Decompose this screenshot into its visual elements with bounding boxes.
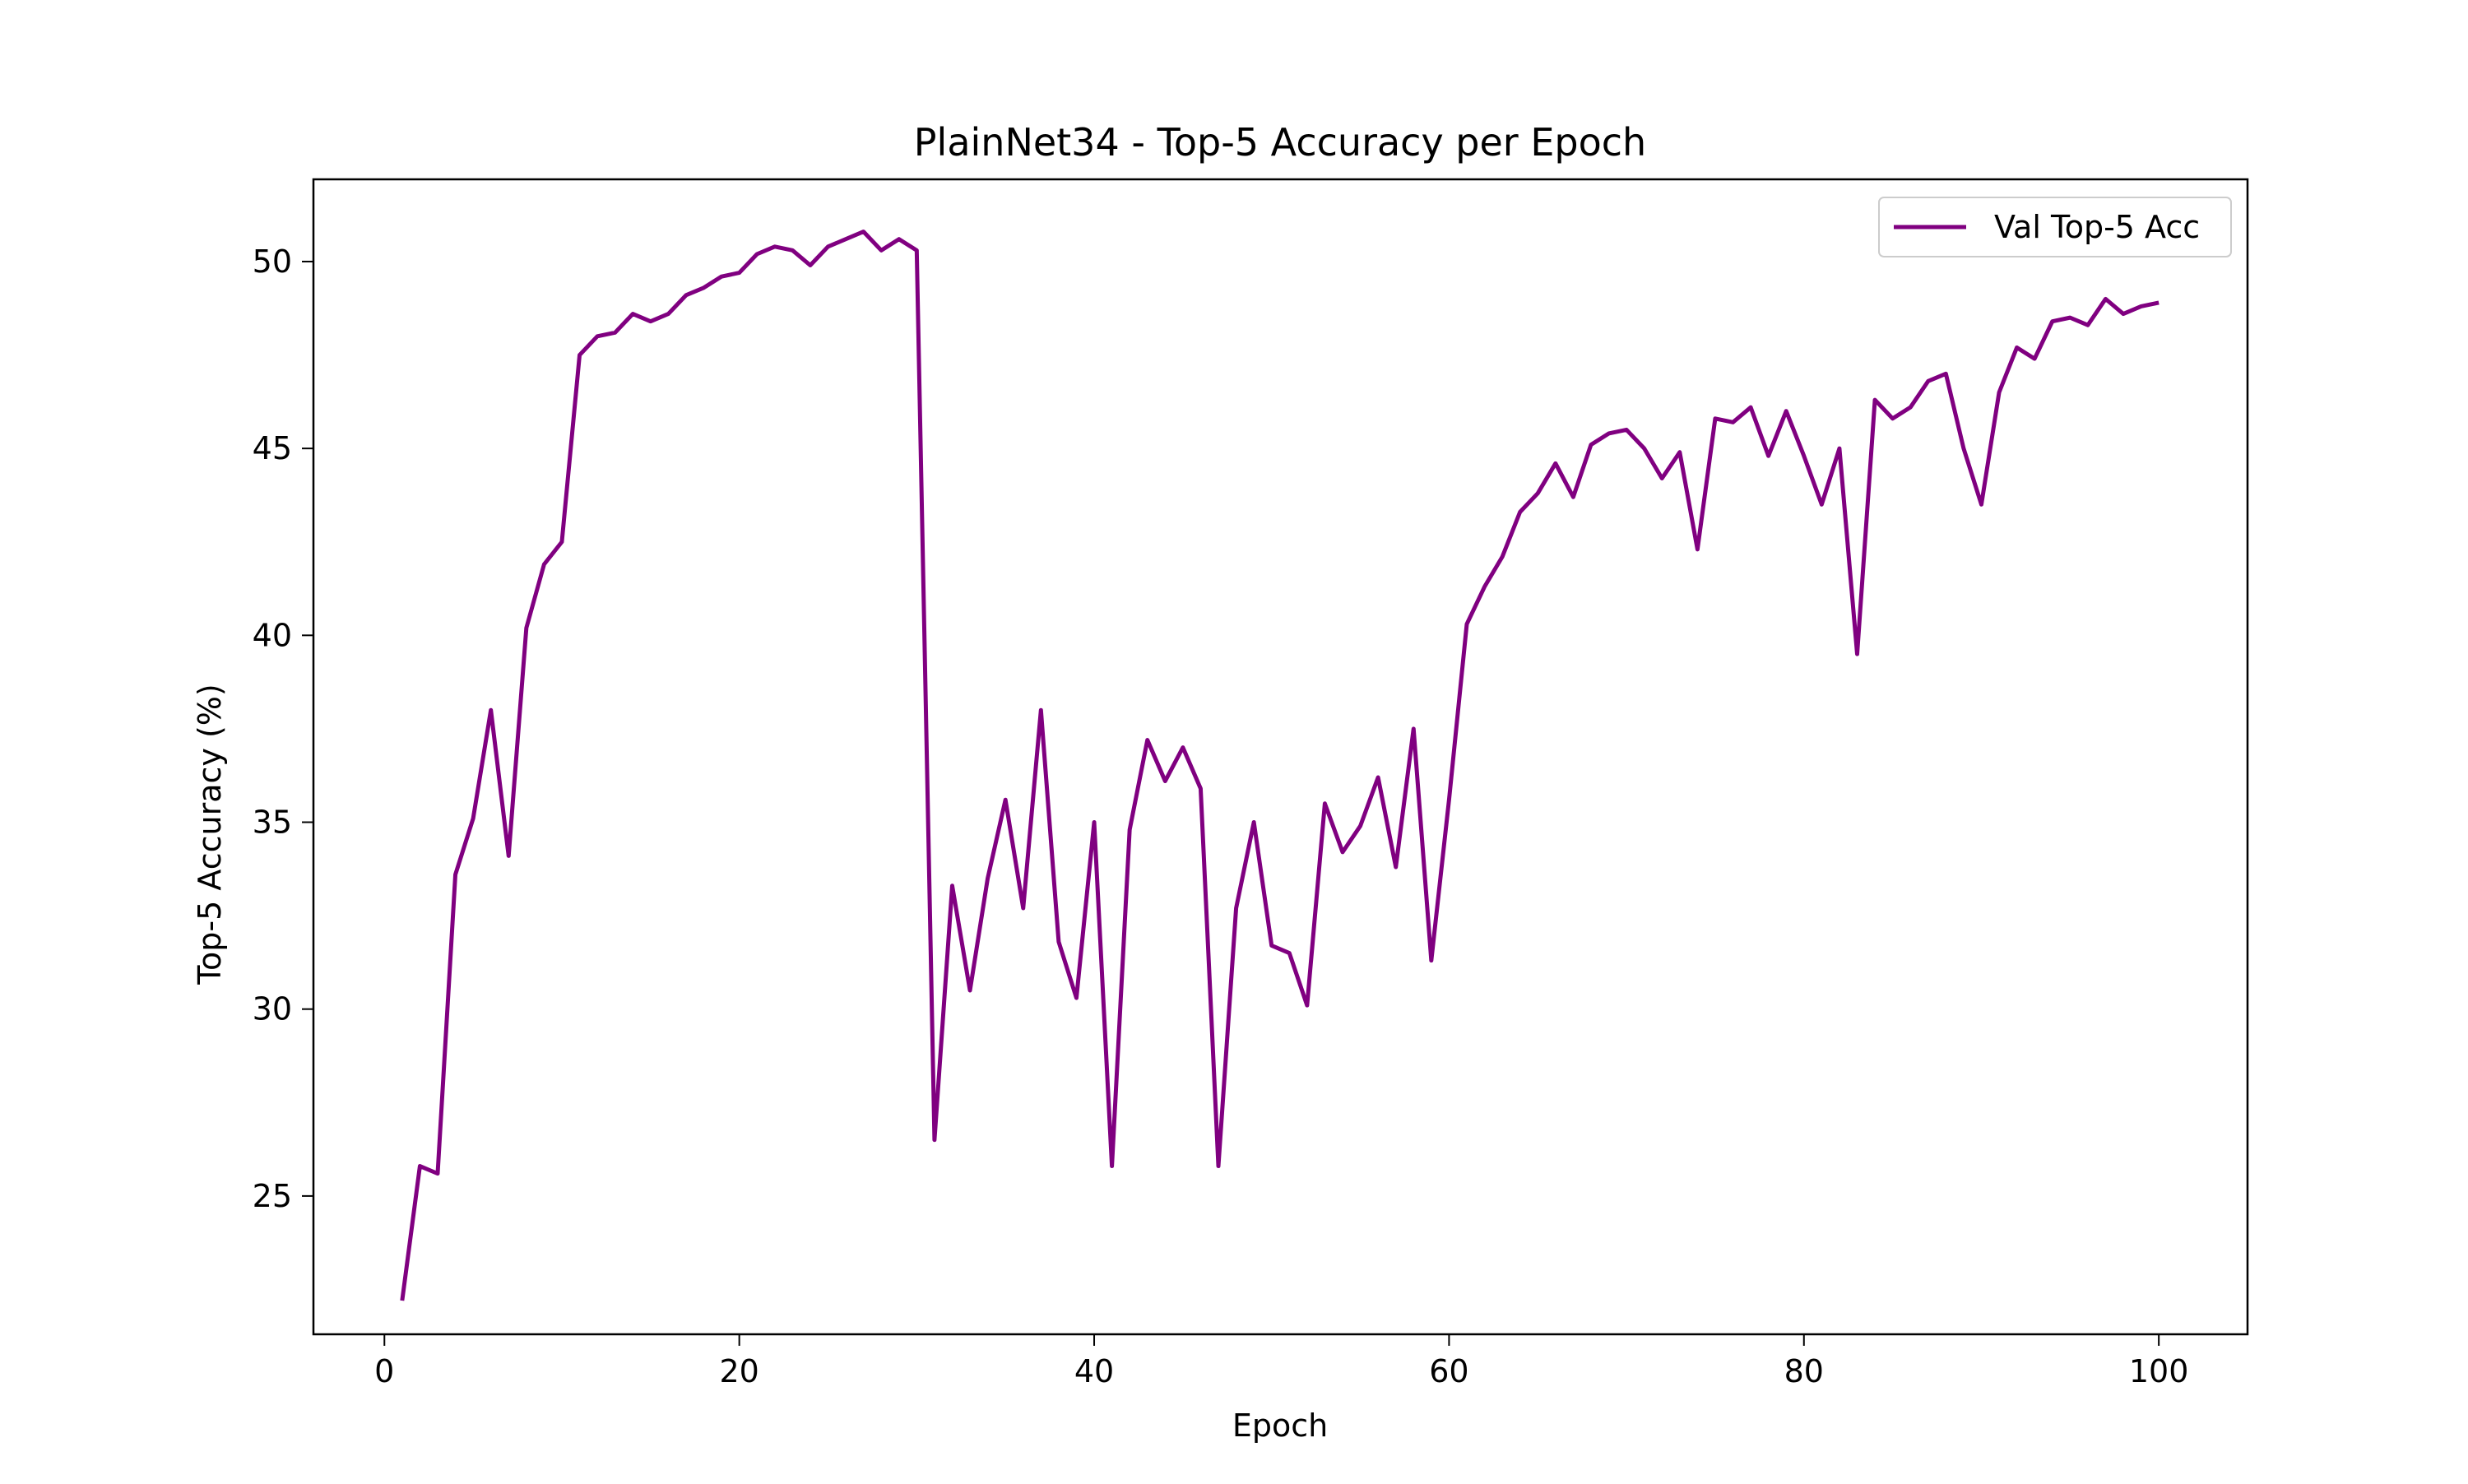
x-tick-label: 40 <box>1074 1353 1114 1389</box>
x-axis-label: Epoch <box>1232 1407 1328 1444</box>
y-tick-label: 45 <box>253 430 292 466</box>
x-tick-label: 0 <box>374 1353 394 1389</box>
plot-frame <box>312 178 2249 1336</box>
y-tick-label: 35 <box>253 805 292 841</box>
x-tick-label: 60 <box>1429 1353 1468 1389</box>
x-tick-label: 20 <box>719 1353 758 1389</box>
y-axis-label: Top-5 Accuracy (%) <box>192 684 228 985</box>
x-tick-label: 80 <box>1784 1353 1824 1389</box>
legend: Val Top-5 Acc <box>1878 197 2232 257</box>
y-tick-label: 25 <box>253 1178 292 1214</box>
y-tick-label: 30 <box>253 991 292 1027</box>
x-tick-label: 100 <box>2129 1353 2189 1389</box>
plot-area: 0 20 40 60 80 100 25 30 35 40 45 50 <box>253 178 2249 1389</box>
y-tick-label: 50 <box>253 243 292 280</box>
legend-label: Val Top-5 Acc <box>1994 209 2200 245</box>
series-line-0 <box>400 230 2160 1301</box>
y-tick-label: 40 <box>253 617 292 653</box>
legend-box <box>1878 197 2232 257</box>
chart-title: PlainNet34 - Top-5 Accuracy per Epoch <box>914 120 1646 165</box>
